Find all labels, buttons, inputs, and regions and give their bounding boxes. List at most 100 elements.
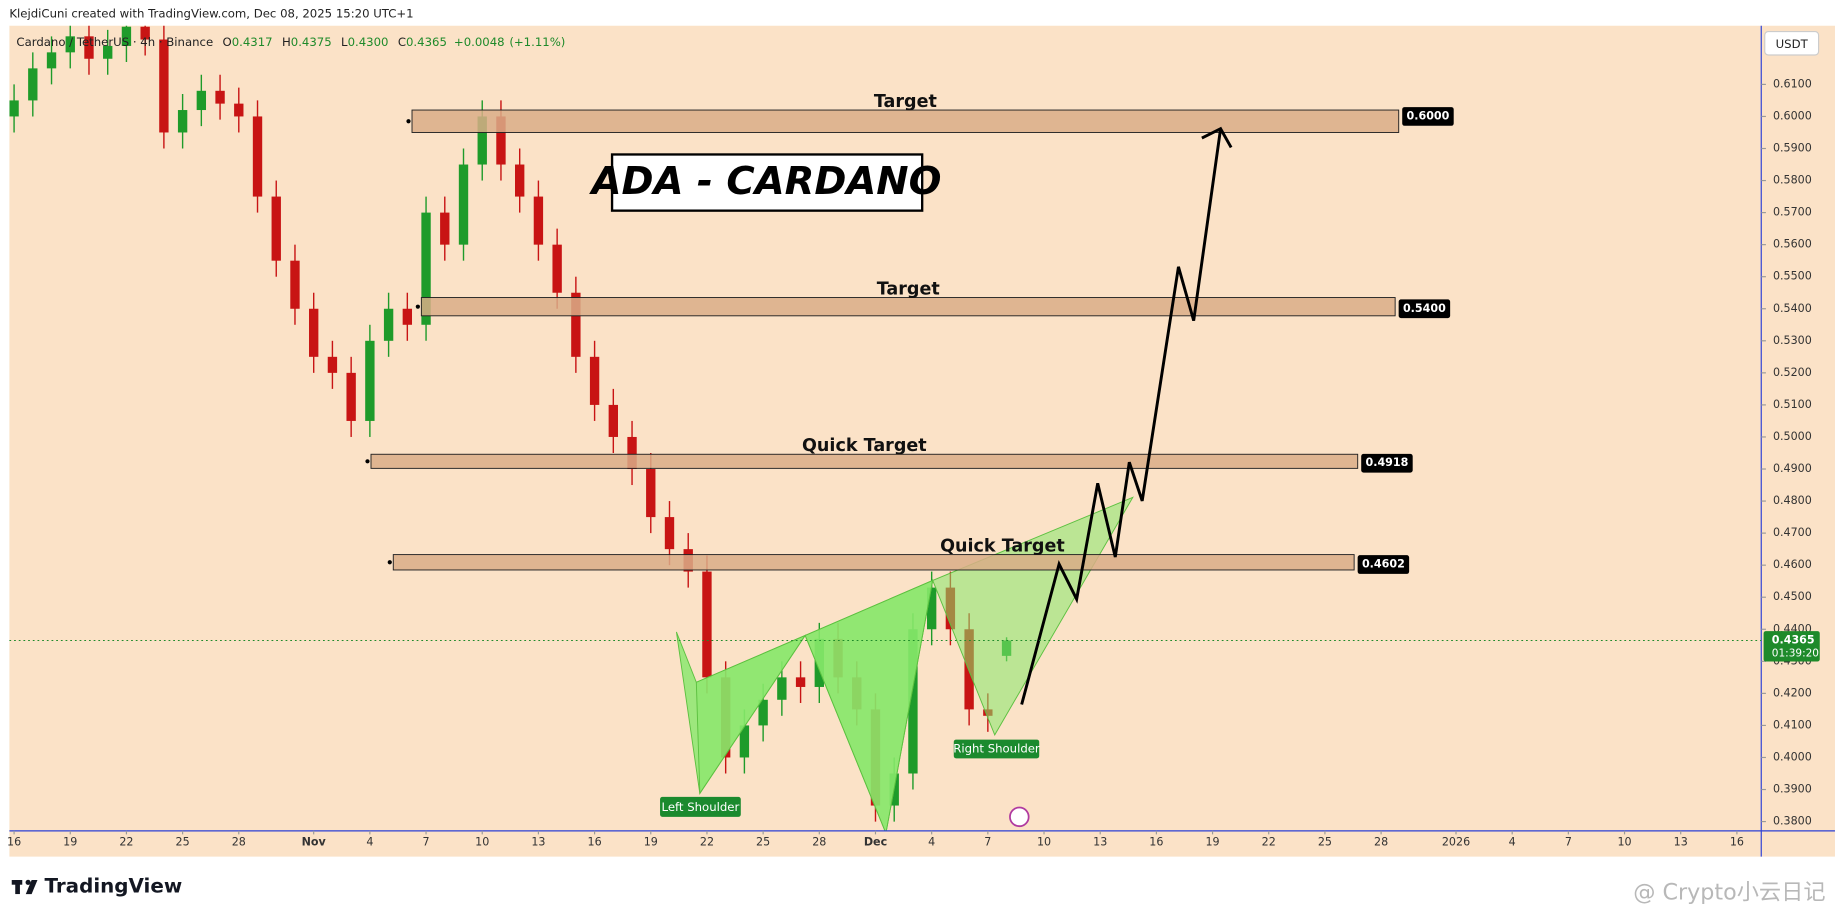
x-tick-label: Nov [302,836,327,849]
candle-body [365,340,375,421]
y-tick-label: 0.4000 [1773,750,1812,763]
x-tick-label: 16 [588,836,602,849]
candle-body [908,629,918,774]
x-tick-label: 7 [423,836,430,849]
candle-body [477,116,487,165]
y-tick-label: 0.4800 [1773,494,1812,507]
x-tick-label: 28 [812,836,826,849]
x-tick-label: 19 [1205,836,1219,849]
legend-item: 0.4317 [232,35,273,49]
x-tick-label: 22 [700,836,714,849]
y-tick-label: 0.5300 [1773,334,1812,347]
target-zone [392,554,1355,571]
target-zone [420,297,1396,317]
y-tick-label: 0.5100 [1773,398,1812,411]
brand-name: TradingView [45,875,183,898]
y-tick-label: 0.6100 [1773,77,1812,90]
candle-body [496,116,506,165]
y-tick-label: 0.5500 [1773,270,1812,283]
pattern [675,496,1134,831]
currency-box[interactable] [1764,31,1820,56]
legend-item: +0.0048 [454,35,505,49]
y-tick-label: 0.5700 [1773,206,1812,219]
x-tick-label: 4 [366,836,373,849]
candle-body [252,116,263,197]
price-tag-label: 0.4918 [1366,456,1409,469]
candle-body [159,39,169,133]
legend-item: C [398,35,406,49]
target-zone [370,453,1359,469]
countdown: 01:39:20 [1772,647,1819,659]
y-tick-label: 0.6000 [1773,109,1812,122]
legend-item: L [341,35,348,49]
candle-body [552,244,562,293]
y-tick-label: 0.4500 [1773,590,1812,603]
candle-body [402,308,413,325]
logo-part [25,880,38,895]
candle-body [46,52,57,69]
watermark: @ Crypto小云日记 [1633,879,1825,905]
price-tag [1361,453,1413,473]
candle-body [758,699,768,726]
candle-body [9,100,19,117]
right-shoulder-label: Right Shoulder [953,741,1040,755]
candle-body [234,103,244,117]
candle-body [215,90,225,104]
x-tick-label: 16 [1730,836,1744,849]
x-tick-label: 4 [1509,836,1516,849]
candle-body [84,36,94,59]
y-tick-label: 0.4100 [1773,718,1812,731]
projection-arrowhead [1201,126,1233,149]
candle-body [177,110,188,133]
left-shoulder-label: Left Shoulder [662,800,740,814]
y-tick-label: 0.5400 [1773,302,1812,315]
price-tag-label: 0.6000 [1407,109,1450,122]
zone-anchor [415,304,420,309]
candle-body [383,308,394,341]
candle-body [608,404,618,437]
zone-anchor [365,459,370,464]
candle-body [627,436,637,470]
candle-body [121,26,132,46]
legend-item: Cardano / TetherUS · 4h · Binance [16,35,213,49]
legend-item: 0.4365 [406,35,447,49]
price-tag-label: 0.4602 [1362,558,1405,571]
candle-body [646,469,656,518]
y-tick-label: 0.3800 [1773,815,1812,828]
y-tick-label: 0.5800 [1773,174,1812,187]
last-price-label: 0.4365 [1772,633,1815,646]
y-tick-label: 0.5900 [1773,142,1812,155]
logo-part [25,879,31,885]
x-tick-label: 19 [63,836,77,849]
x-tick-label: 10 [1617,836,1631,849]
x-tick-label: Dec [864,836,887,849]
zone-label: Target [877,279,940,299]
candle-body [140,26,150,40]
time-axis: 16 19 22 25 28 Nov 4 7 10 13 16 19 22 25 28 Dec 4 7 10 13 16… [7,830,1744,849]
candle-body [327,356,338,373]
candle-body [533,196,544,245]
candle-body [702,571,712,678]
x-tick-label: 25 [176,836,190,849]
candle-body [515,164,525,197]
legend-item: 0.4375 [291,35,332,49]
credit: KlejdiCuni created with TradingView.com,… [9,7,413,21]
left-shoulder-tag [660,796,741,817]
price-tag [1402,107,1454,126]
candle-body [346,372,356,421]
neckline-shape [695,496,1134,831]
x-tick-label: 22 [119,836,133,849]
event-icon[interactable] [1009,806,1030,828]
y-tick-label: 0.4900 [1773,462,1812,475]
zone-anchor [387,560,392,565]
right-shoulder-tag [953,739,1040,759]
candle-body [271,196,281,261]
zone-label: Quick Target [802,436,927,456]
x-tick-label: 10 [1037,836,1051,849]
x-tick-label: 2026 [1442,836,1470,849]
x-tick-label: 25 [1318,836,1332,849]
candle-body [65,36,75,53]
x-tick-label: 28 [1374,836,1388,849]
